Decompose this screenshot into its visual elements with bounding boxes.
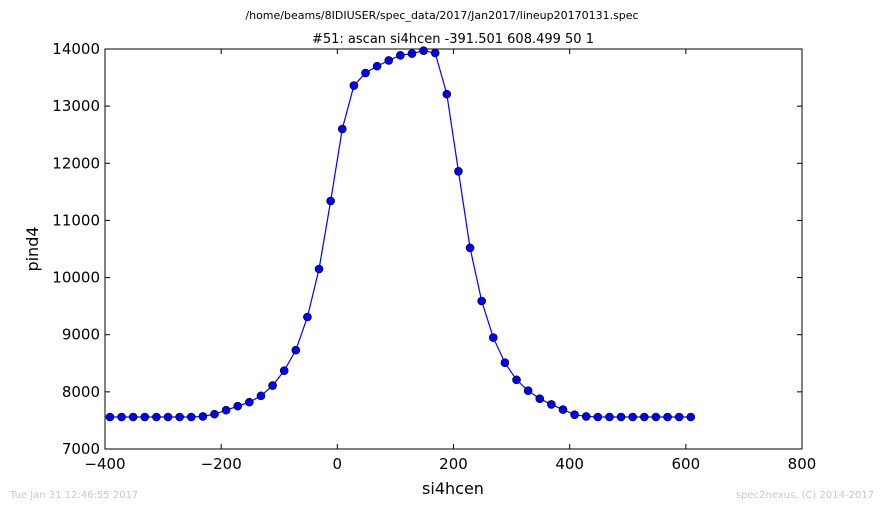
x-axis-ticks: −400 −200 0 200 400 600 800 [84,49,816,473]
data-point [337,124,347,134]
x-tick-label: 400 [555,455,584,473]
data-point [210,409,219,419]
data-point [291,345,301,355]
data-point [256,391,266,401]
y-tick-label: 7000 [62,440,100,458]
data-point [523,386,533,396]
axes-frame [104,48,803,450]
x-tick-label: 200 [439,455,468,473]
data-point [396,50,405,60]
data-point [372,61,382,71]
data-point [477,296,486,306]
data-point [128,412,138,422]
data-point [570,410,579,420]
data-point [535,394,545,404]
data-point [500,358,510,368]
x-tick-label: 800 [788,455,817,473]
file-path-title: /home/beams/8IDIUSER/spec_data/2017/Jan2… [245,9,638,22]
y-tick-label: 10000 [52,269,100,287]
data-point [407,49,417,58]
data-point [140,412,150,422]
data-point [442,89,452,99]
plot-area [104,48,803,450]
data-point [581,412,591,421]
data-point [117,412,126,422]
y-tick-label: 14000 [52,40,100,58]
data-point [186,412,196,422]
y-tick-label: 11000 [52,211,100,229]
data-point [651,412,661,422]
data-point [547,400,556,409]
data-point [640,412,649,422]
y-axis-label: pind4 [23,226,42,271]
data-point [465,243,475,253]
data-point [303,312,312,322]
data-point [326,196,335,206]
data-point [663,412,672,422]
data-point [605,412,614,422]
footer-timestamp: Tue Jan 31 12:46:55 2017 [9,490,138,501]
data-point [384,56,394,65]
data-point [314,264,324,274]
data-point [163,412,173,422]
x-axis-label: si4hcen [422,479,484,498]
data-point [488,333,498,342]
series-layer [105,46,696,422]
data-point [361,68,370,78]
data-point [674,412,684,422]
data-point [686,412,696,422]
data-point [221,405,231,415]
data-point [105,412,115,422]
data-point [152,412,161,422]
x-tick-label: 0 [333,455,343,473]
data-point [245,397,254,407]
data-point [512,375,521,385]
data-point [628,412,637,422]
data-point [616,412,626,422]
data-point [419,46,428,56]
x-tick-label: 600 [672,455,701,473]
data-point [454,166,463,176]
data-point [593,412,603,422]
data-point [279,366,289,376]
data-point [233,401,243,411]
y-tick-label: 12000 [52,154,100,172]
y-tick-label: 9000 [62,326,100,344]
data-point [349,81,359,90]
data-point [198,412,208,421]
x-tick-label: −200 [201,455,242,473]
scan-title: #51: ascan si4hcen -391.501 608.499 50 1 [312,32,594,47]
y-axis-ticks: 7000 8000 9000 10000 11000 12000 13000 14000 [52,40,802,458]
data-point [558,405,568,414]
data-point [268,381,277,390]
x-tick-label: −400 [84,455,125,473]
y-tick-label: 8000 [62,383,100,401]
footer-credit: spec2nexus, (C) 2014-2017 [736,490,874,501]
data-point [430,48,440,58]
y-tick-label: 13000 [52,97,100,115]
data-point [175,412,184,422]
